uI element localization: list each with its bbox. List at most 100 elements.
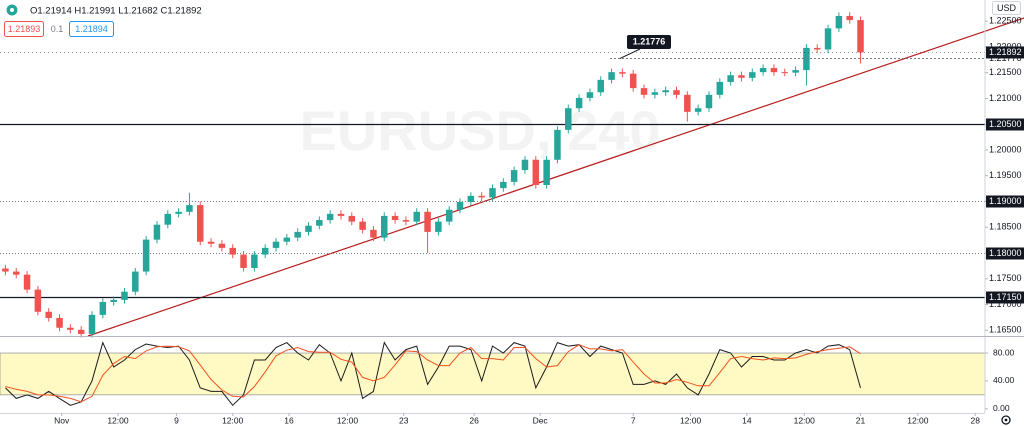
candle-body xyxy=(619,72,626,74)
currency: USD xyxy=(997,3,1017,13)
candle-body xyxy=(110,299,117,302)
candle-body xyxy=(456,202,464,210)
level-label: 1.20500 xyxy=(989,119,1022,129)
y-tick-label: 80.00 xyxy=(993,347,1015,357)
candle-body xyxy=(272,241,280,248)
y-tick-label: 1.16500 xyxy=(989,325,1022,335)
ask-price: 1.21894 xyxy=(75,24,108,34)
candle-body xyxy=(597,79,604,93)
candle-body xyxy=(337,213,345,216)
candle-body xyxy=(207,241,215,244)
candle-body xyxy=(132,271,139,292)
x-tick-label: 28 xyxy=(971,415,981,425)
x-tick-label: 23 xyxy=(399,415,409,425)
candle-body xyxy=(88,314,96,334)
candle-body xyxy=(835,15,843,29)
y-tick-label: 1.20000 xyxy=(989,144,1022,154)
level-label: 1.19000 xyxy=(989,196,1022,206)
last-price-label: 1.21892 xyxy=(989,47,1022,57)
candle-body xyxy=(803,47,810,71)
x-tick-label: 21 xyxy=(856,415,866,425)
currency-button[interactable] xyxy=(992,1,1021,15)
candle-body xyxy=(575,97,583,109)
oscillator-line xyxy=(5,341,861,407)
candle-body xyxy=(175,211,182,214)
candle-body xyxy=(197,205,204,242)
candle-body xyxy=(261,247,269,255)
candle-body xyxy=(240,254,247,268)
candle-body xyxy=(684,94,691,112)
candle-body xyxy=(424,211,431,232)
settings-hub xyxy=(1004,418,1008,422)
level-label: 1.17150 xyxy=(989,292,1022,302)
candle-body xyxy=(770,68,778,73)
candle-body xyxy=(413,211,420,222)
candle-body xyxy=(77,329,85,334)
callout-pointer xyxy=(619,48,641,59)
y-tick-label: 1.19500 xyxy=(989,170,1022,180)
candle-body xyxy=(370,229,377,238)
candle-body xyxy=(391,215,399,221)
candle-body xyxy=(608,72,615,80)
candle-body xyxy=(251,254,258,268)
oscillator-line xyxy=(5,344,861,403)
settings-gear xyxy=(1001,415,1011,425)
candle-body xyxy=(857,20,864,53)
candle-body xyxy=(738,75,745,78)
band xyxy=(0,352,986,396)
candle-body xyxy=(229,247,236,255)
candle-body xyxy=(640,88,648,95)
sell-button[interactable] xyxy=(4,21,44,37)
symbol-icon-dot xyxy=(10,8,14,12)
y-tick-label: 1.17000 xyxy=(989,299,1022,309)
candle-body xyxy=(629,73,637,89)
x-tick-label: 12:00 xyxy=(107,415,129,425)
candle-body xyxy=(326,213,334,221)
candle-body xyxy=(727,75,734,82)
y-tick-label: 1.22500 xyxy=(989,16,1022,26)
candle-body xyxy=(824,28,832,50)
candle-body xyxy=(813,47,821,50)
candle-body xyxy=(435,221,442,232)
candle-body xyxy=(34,289,42,312)
candle-body xyxy=(489,188,496,198)
y-tick-label: 40.00 xyxy=(993,375,1015,385)
candle-body xyxy=(554,129,561,160)
candle-body xyxy=(305,225,312,232)
bid-price: 1.21893 xyxy=(8,24,41,34)
spread: 0.1 xyxy=(51,24,64,34)
callout-box xyxy=(627,35,671,49)
y-tick-label: 1.17500 xyxy=(989,273,1022,283)
last-price-box xyxy=(986,46,1024,59)
trend-line xyxy=(87,17,1024,337)
level-label: 1.18000 xyxy=(989,248,1022,258)
candle-body xyxy=(142,239,150,272)
candle-body xyxy=(2,268,9,272)
candle-body xyxy=(749,72,756,78)
settings-icon[interactable] xyxy=(1001,415,1011,425)
candle-body xyxy=(521,159,529,171)
y-tick-label: 1.22000 xyxy=(989,41,1022,51)
candle-body xyxy=(316,220,323,226)
candle-body xyxy=(67,327,74,330)
callout-label: 1.21776 xyxy=(633,36,666,46)
candle-body xyxy=(781,72,788,74)
x-tick-label: 12:00 xyxy=(794,415,816,425)
x-tick-label: Nov xyxy=(54,415,70,425)
x-tick-label: 14 xyxy=(742,415,752,425)
buy-button[interactable] xyxy=(69,21,114,37)
candle-body xyxy=(348,215,356,222)
candle-body xyxy=(673,90,680,95)
candle-body xyxy=(186,205,193,212)
candle-body xyxy=(445,209,453,222)
candle-body xyxy=(694,108,702,112)
x-tick-label: 9 xyxy=(174,415,179,425)
candle-body xyxy=(467,195,475,203)
candle-body xyxy=(705,94,713,109)
level-label-box xyxy=(986,291,1024,304)
candle-body xyxy=(121,291,128,300)
candle-body xyxy=(543,159,550,186)
y-tick-label: 1.21500 xyxy=(989,67,1022,77)
